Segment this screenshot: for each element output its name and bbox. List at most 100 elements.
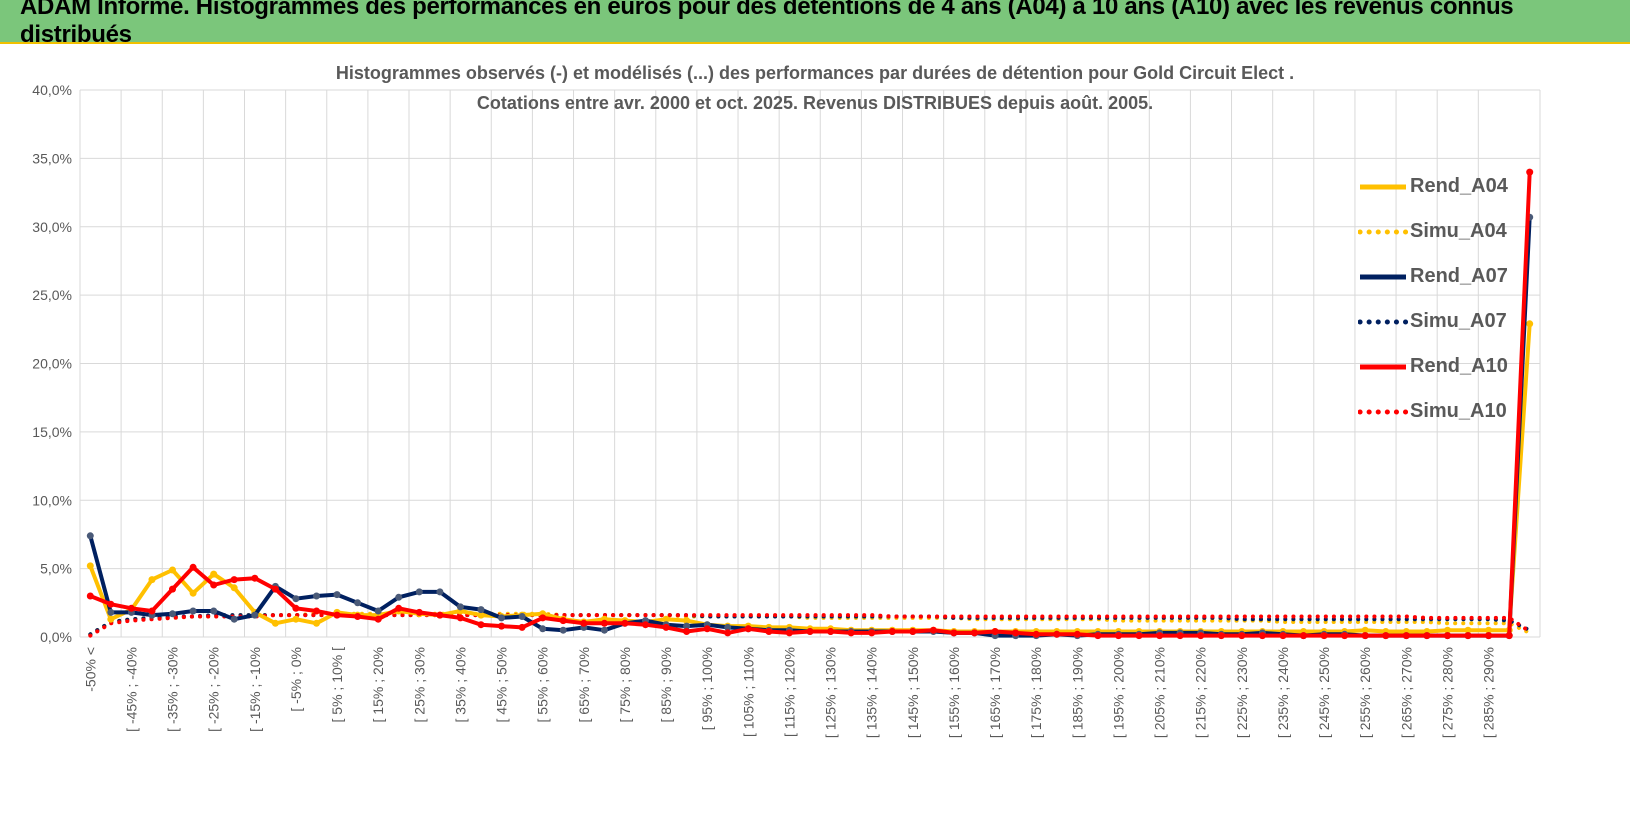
data-point-Rend_A10 (1073, 630, 1081, 638)
data-point-Rend_A10 (1485, 632, 1493, 640)
data-point-Rend_A07 (477, 606, 485, 614)
x-tick-label: [ 115% ; 120% (781, 647, 797, 737)
data-point-Rend_A10 (683, 628, 691, 635)
data-point-Rend_A10 (744, 625, 752, 633)
data-point-Rend_A07 (210, 607, 218, 615)
x-tick-label: [ 205% ; 210% (1152, 647, 1168, 738)
data-point-Rend_A10 (148, 607, 156, 615)
legend-label: Rend_A10 (1410, 355, 1508, 377)
data-point-Rend_A04 (107, 615, 115, 623)
data-point-Rend_A07 (292, 595, 300, 603)
data-point-Rend_A10 (765, 628, 773, 635)
data-point-Rend_A10 (642, 621, 649, 629)
data-point-Rend_A10 (1361, 632, 1369, 640)
x-tick-label: [ 265% ; 270% (1398, 647, 1414, 738)
y-tick-label: 20,0% (32, 356, 72, 372)
data-point-Rend_A07 (436, 588, 444, 596)
data-point-Rend_A04 (292, 615, 300, 623)
data-point-Rend_A10 (827, 628, 835, 635)
data-point-Rend_A07 (518, 613, 526, 620)
data-point-Rend_A07 (107, 608, 115, 616)
data-point-Rend_A10 (230, 576, 238, 584)
data-point-Rend_A10 (354, 613, 362, 620)
x-tick-label: [ 15% ; 20% (370, 647, 386, 723)
data-point-Rend_A10 (1402, 632, 1410, 640)
data-point-Rend_A10 (1053, 630, 1061, 638)
x-tick-label: [ 145% ; 150% (905, 647, 921, 738)
x-tick-label: [ 285% ; 290% (1481, 647, 1497, 738)
legend-item-Rend_A07: Rend_A07 (1358, 254, 1518, 299)
data-point-Rend_A10 (271, 585, 279, 593)
chart-frame: 0,0% 5,0% 10,0% 15,0% 20,0% 25,0% 30,0% 35,0% 40… (0, 44, 1630, 815)
data-point-Rend_A10 (1444, 632, 1451, 640)
data-point-Rend_A04 (1444, 626, 1451, 634)
data-point-Rend_A10 (1197, 632, 1205, 640)
x-tick-label: [ -35% ; -30% (165, 647, 181, 732)
x-tick-label: [ 5% ; 10% [ (329, 647, 345, 723)
data-point-Rend_A10 (621, 619, 629, 627)
data-point-Rend_A04 (1485, 626, 1493, 634)
x-tick-label: [ 275% ; 280% (1439, 647, 1455, 738)
x-tick-label: [ 75% ; 80% (617, 647, 633, 723)
x-tick-label: [ 175% ; 180% (1028, 647, 1044, 738)
data-point-Rend_A10 (806, 628, 814, 635)
legend-item-Rend_A04: Rend_A04 (1358, 164, 1518, 209)
x-tick-label: [ 45% ; 50% (494, 647, 510, 723)
data-point-Rend_A07 (724, 623, 732, 631)
data-point-Rend_A10 (456, 614, 464, 622)
data-point-Rend_A04 (86, 562, 94, 570)
x-tick-label: [ 65% ; 70% (576, 647, 592, 723)
data-point-Rend_A07 (539, 625, 547, 633)
data-point-Rend_A10 (847, 629, 855, 637)
data-point-Rend_A04 (1464, 626, 1472, 634)
data-point-Rend_A07 (313, 592, 320, 600)
legend-swatch-icon (1360, 364, 1406, 369)
chart-title: Histogrammes observés (-) et modélisés (… (335, 63, 1295, 83)
data-point-Rend_A10 (292, 604, 300, 612)
data-point-Rend_A10 (1505, 632, 1513, 640)
data-point-Rend_A10 (1217, 632, 1225, 640)
data-point-Rend_A10 (929, 626, 937, 634)
data-point-Rend_A10 (1382, 632, 1390, 640)
x-tick-label: [ 25% ; 30% (411, 647, 427, 723)
data-point-Rend_A10 (127, 604, 135, 612)
data-point-Rend_A07 (333, 591, 341, 599)
data-point-Rend_A07 (683, 622, 691, 630)
data-point-Rend_A07 (395, 593, 403, 601)
y-tick-label: 25,0% (32, 287, 72, 303)
data-point-Rend_A10 (1526, 168, 1534, 176)
data-point-Rend_A04 (169, 566, 176, 574)
data-point-Rend_A04 (210, 570, 218, 578)
data-point-Rend_A10 (868, 629, 876, 637)
legend-swatch-icon (1360, 274, 1406, 279)
data-point-Rend_A10 (477, 621, 485, 629)
data-point-Rend_A10 (210, 581, 218, 589)
x-tick-label: [ 155% ; 160% (946, 647, 962, 738)
x-tick-label: [ 185% ; 190% (1069, 647, 1085, 738)
data-point-Rend_A10 (1300, 632, 1307, 640)
data-point-Rend_A10 (1156, 632, 1164, 640)
legend-label: Simu_A07 (1410, 310, 1507, 332)
legend-label: Simu_A10 (1410, 400, 1507, 422)
data-point-Rend_A07 (169, 610, 176, 618)
x-tick-label: [ 215% ; 220% (1193, 647, 1209, 738)
data-point-Rend_A07 (415, 588, 423, 596)
data-point-Rend_A10 (415, 608, 423, 616)
x-tick-label: [ 225% ; 230% (1234, 647, 1250, 738)
x-tick-label: [ 85% ; 90% (658, 647, 674, 723)
data-point-Rend_A07 (374, 607, 382, 615)
data-point-Rend_A10 (971, 629, 978, 637)
data-point-Rend_A10 (395, 604, 403, 612)
data-point-Rend_A07 (498, 614, 505, 622)
x-tick-label: [ 135% ; 140% (864, 647, 880, 738)
data-point-Rend_A07 (600, 626, 608, 634)
data-point-Rend_A07 (354, 599, 362, 607)
legend-item-Rend_A10: Rend_A10 (1358, 344, 1518, 389)
x-tick-label: [ 195% ; 200% (1110, 647, 1126, 738)
data-point-Rend_A10 (1094, 632, 1102, 640)
y-tick-label: 30,0% (32, 219, 72, 235)
x-tick-label: [ 255% ; 260% (1357, 647, 1373, 738)
legend-item-Simu_A10: Simu_A10 (1358, 389, 1518, 434)
data-point-Rend_A10 (1115, 632, 1122, 640)
legend-swatch-icon (1358, 319, 1408, 324)
